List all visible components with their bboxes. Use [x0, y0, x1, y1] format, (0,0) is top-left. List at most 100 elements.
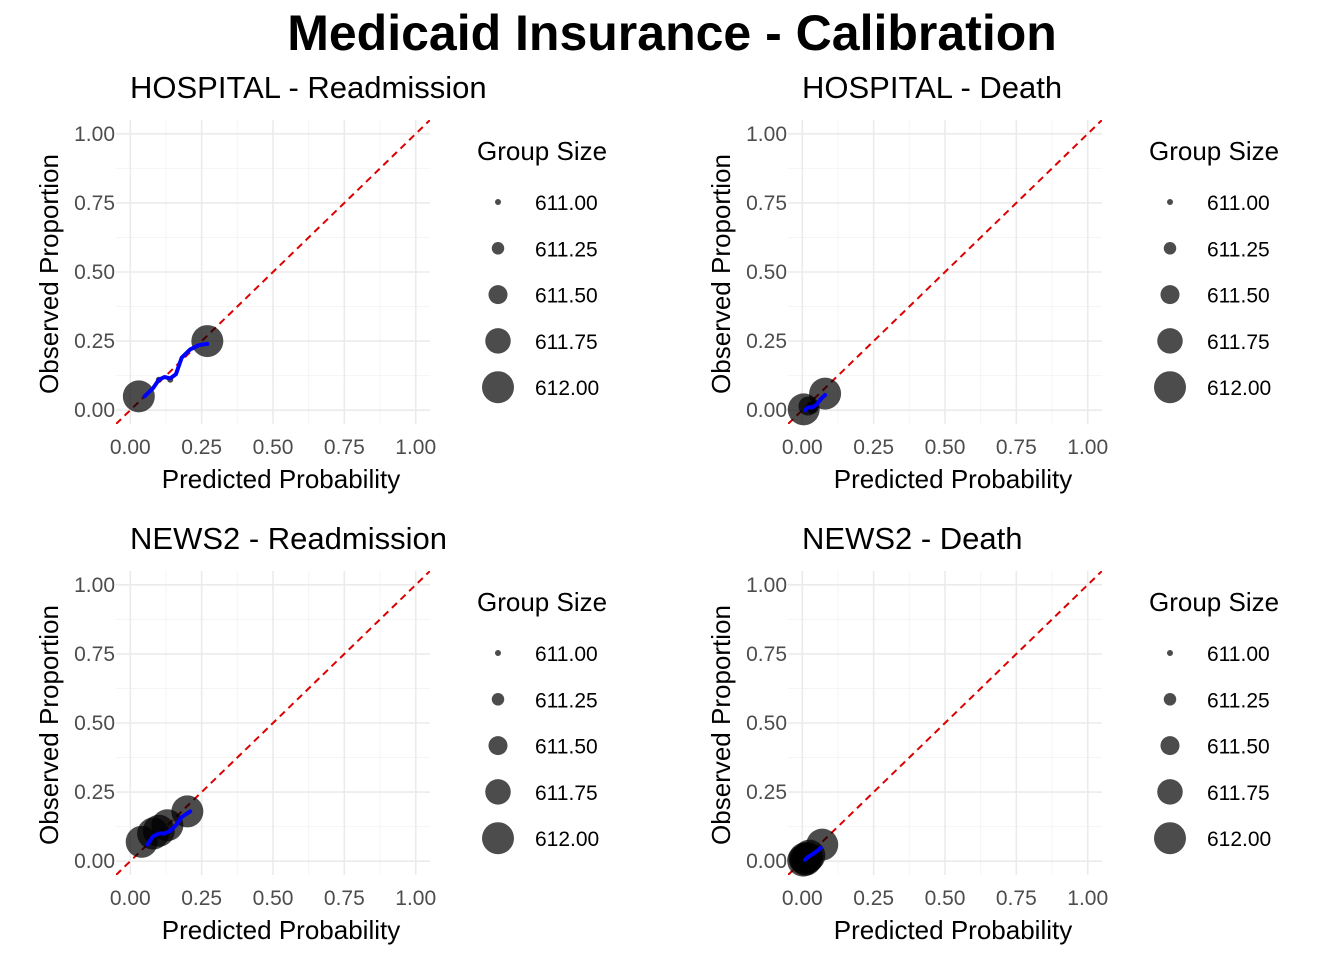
- size-legend: Group Size 611.00 611.25 611.50 611.75 612.00: [477, 587, 607, 855]
- legend-title: Group Size: [1149, 587, 1279, 617]
- legend-label: 611.75: [1207, 331, 1270, 354]
- legend-label: 611.25: [535, 238, 598, 261]
- y-tick-label: 0.75: [74, 192, 115, 215]
- chart-panel-2: 0.00 0.25 0.50 0.75 1.00 0.00 0.25 0.50 0.75 1.00…: [706, 70, 1279, 494]
- legend-label: 612.00: [1207, 377, 1271, 400]
- grid-lines: [116, 571, 430, 875]
- figure-title: Medicaid Insurance - Calibration: [287, 5, 1057, 61]
- y-tick-label: 0.00: [746, 850, 787, 873]
- legend-key-point: [495, 199, 501, 205]
- panel-title: NEWS2 - Death: [802, 521, 1023, 556]
- y-tick-label: 0.25: [74, 781, 115, 804]
- x-tick-label: 0.00: [110, 887, 151, 910]
- y-tick-label: 1.00: [74, 123, 115, 146]
- x-axis-title: Predicted Probability: [834, 915, 1072, 945]
- smooth-curve: [803, 393, 828, 413]
- legend-key-point: [485, 328, 511, 354]
- size-legend: Group Size 611.00 611.25 611.50 611.75 612.00: [1149, 587, 1279, 855]
- legend-label: 612.00: [535, 377, 599, 400]
- x-tick-label: 0.25: [181, 436, 222, 459]
- reference-line: [788, 120, 1102, 424]
- legend-label: 612.00: [1207, 828, 1271, 851]
- smooth-curve: [145, 809, 193, 847]
- legend-key-point: [1167, 650, 1173, 656]
- legend-key-point: [488, 285, 508, 305]
- legend-label: 611.50: [535, 736, 598, 759]
- legend-key-point: [491, 693, 505, 706]
- legend-key-point: [485, 779, 511, 805]
- x-tick-label: 0.00: [110, 436, 151, 459]
- legend-label: 611.75: [535, 782, 598, 805]
- data-point: [191, 325, 224, 358]
- legend-key-point: [1160, 736, 1180, 756]
- y-tick-label: 0.50: [746, 712, 787, 735]
- legend-key-point: [1160, 285, 1180, 305]
- legend-label: 611.75: [1207, 782, 1270, 805]
- y-axis-title: Observed Proportion: [706, 154, 736, 394]
- y-tick-label: 1.00: [74, 574, 115, 597]
- data-point: [122, 380, 155, 413]
- x-tick-label: 1.00: [1067, 887, 1108, 910]
- legend-key-point: [1157, 328, 1183, 354]
- y-tick-label: 0.50: [74, 712, 115, 735]
- legend-key-point: [1154, 822, 1186, 855]
- legend-title: Group Size: [1149, 136, 1279, 166]
- legend-key-point: [1163, 693, 1177, 706]
- y-axis-title: Observed Proportion: [706, 605, 736, 845]
- y-tick-label: 0.25: [746, 781, 787, 804]
- legend-title: Group Size: [477, 136, 607, 166]
- x-tick-label: 0.50: [253, 436, 294, 459]
- x-axis-title: Predicted Probability: [834, 464, 1072, 494]
- legend-label: 611.00: [1207, 192, 1270, 215]
- legend-title: Group Size: [477, 587, 607, 617]
- chart-panel-3: 0.00 0.25 0.50 0.75 1.00 0.00 0.25 0.50 0.75 1.00…: [34, 521, 607, 945]
- legend-label: 611.00: [1207, 643, 1270, 666]
- reference-line: [788, 571, 1102, 875]
- panel-title: HOSPITAL - Readmission: [130, 70, 487, 105]
- smooth-curve: [803, 845, 823, 862]
- y-tick-label: 0.00: [746, 399, 787, 422]
- y-tick-label: 0.50: [746, 261, 787, 284]
- x-tick-label: 1.00: [395, 887, 436, 910]
- x-tick-label: 1.00: [395, 436, 436, 459]
- x-axis-title: Predicted Probability: [162, 915, 400, 945]
- x-tick-label: 1.00: [1067, 436, 1108, 459]
- y-axis-title: Observed Proportion: [34, 605, 64, 845]
- x-tick-label: 0.50: [253, 887, 294, 910]
- y-tick-label: 1.00: [746, 574, 787, 597]
- x-tick-label: 0.75: [996, 887, 1037, 910]
- legend-label: 611.25: [535, 689, 598, 712]
- grid-lines: [788, 120, 1102, 424]
- y-axis-title: Observed Proportion: [34, 154, 64, 394]
- x-tick-label: 0.00: [782, 436, 823, 459]
- legend-label: 611.50: [535, 285, 598, 308]
- legend-key-point: [1167, 199, 1173, 205]
- y-tick-label: 0.25: [74, 330, 115, 353]
- x-tick-label: 0.25: [181, 887, 222, 910]
- x-tick-label: 0.25: [853, 887, 894, 910]
- x-axis-title: Predicted Probability: [162, 464, 400, 494]
- reference-line: [116, 120, 430, 424]
- x-tick-label: 0.25: [853, 436, 894, 459]
- y-tick-label: 0.75: [74, 643, 115, 666]
- legend-key-point: [488, 736, 508, 756]
- legend-label: 611.50: [1207, 285, 1270, 308]
- legend-label: 611.25: [1207, 689, 1270, 712]
- legend-label: 611.75: [535, 331, 598, 354]
- x-tick-label: 0.75: [996, 436, 1037, 459]
- chart-panel-1: 0.00 0.25 0.50 0.75 1.00 0.00 0.25 0.50 0.75 1.00…: [34, 70, 607, 494]
- panel-title: HOSPITAL - Death: [802, 70, 1062, 105]
- legend-key-point: [1157, 779, 1183, 805]
- y-tick-label: 0.75: [746, 643, 787, 666]
- y-tick-label: 0.50: [74, 261, 115, 284]
- x-tick-label: 0.50: [925, 436, 966, 459]
- legend-key-point: [1154, 371, 1186, 404]
- legend-key-point: [482, 822, 514, 855]
- panel-title: NEWS2 - Readmission: [130, 521, 447, 556]
- size-legend: Group Size 611.00 611.25 611.50 611.75 612.00: [1149, 136, 1279, 404]
- legend-label: 611.50: [1207, 736, 1270, 759]
- legend-label: 612.00: [535, 828, 599, 851]
- y-tick-label: 0.00: [74, 850, 115, 873]
- x-tick-label: 0.75: [324, 887, 365, 910]
